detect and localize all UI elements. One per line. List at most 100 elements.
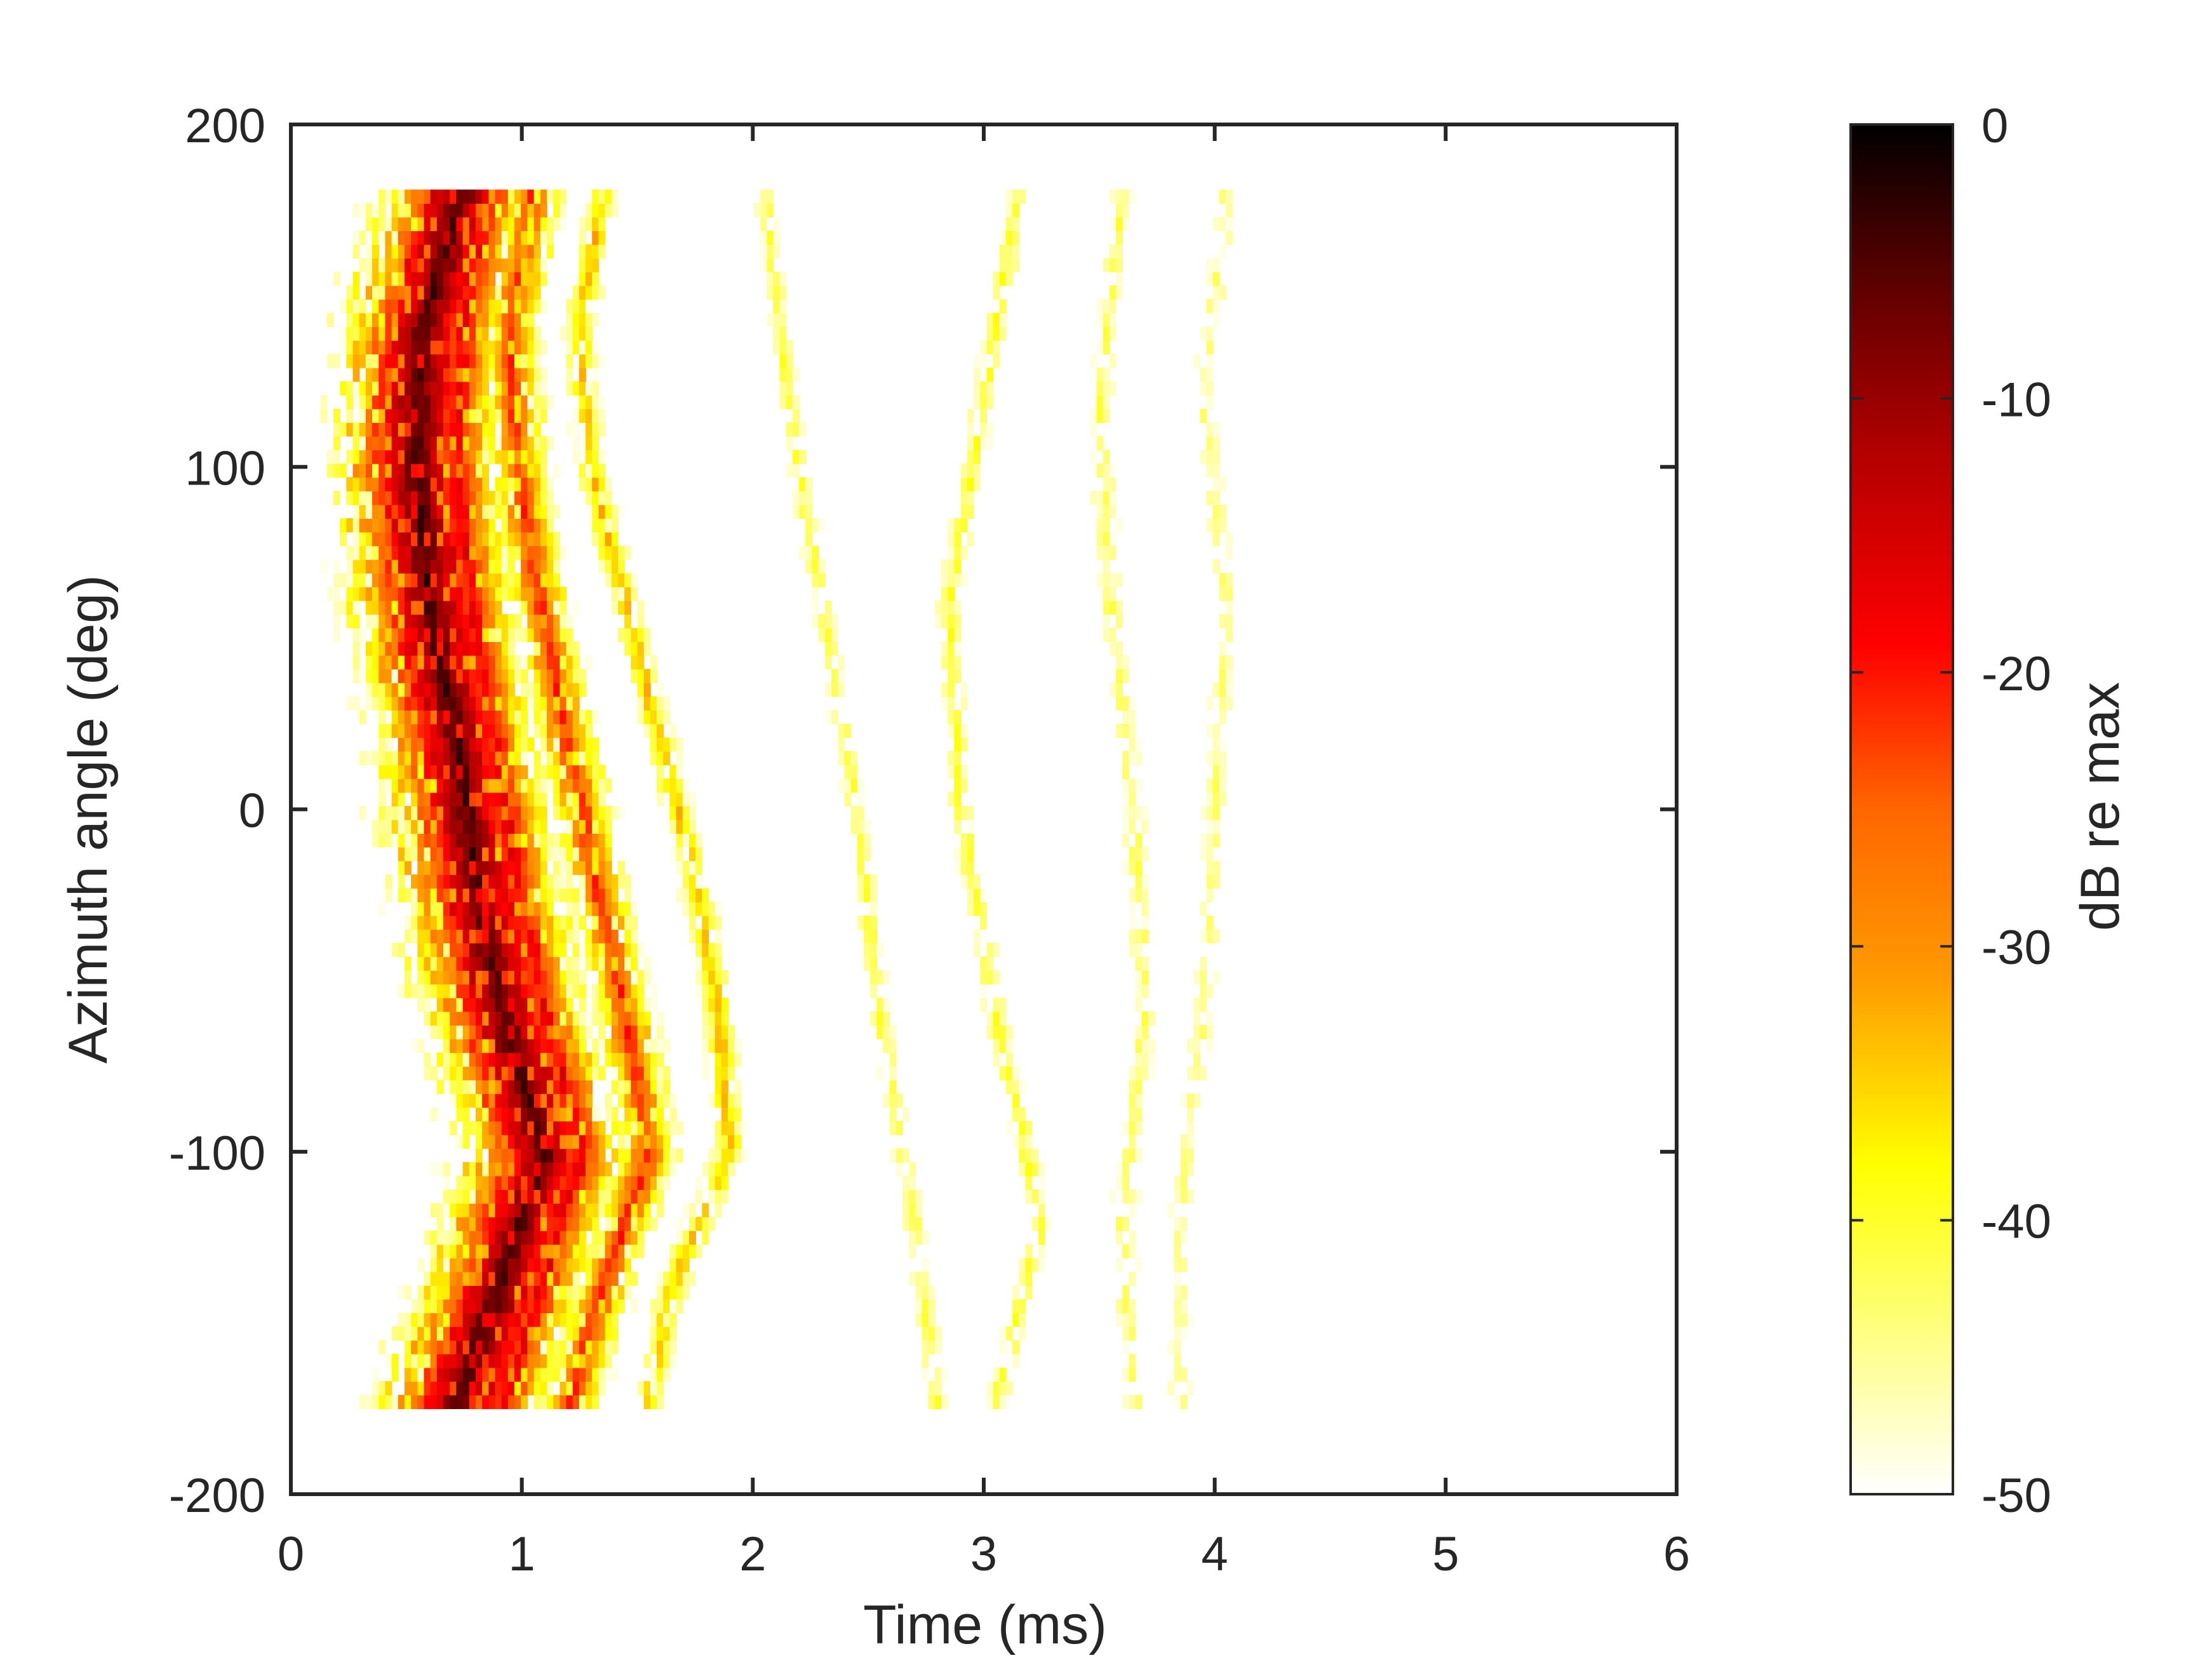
heatmap-cell (1103, 312, 1110, 327)
heatmap-cell (592, 422, 600, 437)
heatmap-cell (417, 203, 425, 218)
heatmap-cell (579, 1203, 586, 1217)
heatmap-cell (514, 833, 521, 848)
heatmap-cell (560, 696, 567, 711)
heatmap-cell (391, 779, 399, 793)
heatmap-cell (540, 833, 547, 848)
heatmap-cell (572, 1340, 580, 1354)
heatmap-cell (592, 929, 600, 944)
heatmap-cell (501, 367, 509, 382)
heatmap-cell (708, 915, 716, 930)
heatmap-cell (482, 299, 490, 314)
heatmap-cell (488, 1381, 496, 1396)
heatmap-cell (1103, 367, 1110, 382)
heatmap-cell (411, 1367, 419, 1382)
heatmap-cell (1180, 1175, 1188, 1190)
heatmap-cell (1116, 655, 1123, 670)
heatmap-cell (579, 1066, 586, 1081)
heatmap-cell (411, 833, 419, 848)
heatmap-cell (993, 354, 1000, 368)
heatmap-cell (501, 1244, 509, 1259)
heatmap-cell (475, 1299, 483, 1313)
heatmap-cell (501, 902, 509, 916)
heatmap-cell (540, 340, 547, 355)
heatmap-cell (566, 1189, 573, 1204)
heatmap-cell (1116, 1161, 1123, 1177)
heatmap-cell (586, 1203, 593, 1217)
heatmap-cell (870, 970, 878, 985)
heatmap-cell (592, 1326, 600, 1341)
heatmap-cell (948, 765, 955, 779)
heatmap-cell (637, 696, 645, 711)
heatmap-cell (560, 1189, 567, 1204)
heatmap-cell (533, 1299, 541, 1313)
heatmap-cell (708, 1161, 716, 1177)
heatmap-cell (424, 559, 431, 574)
heatmap-cell (702, 1038, 709, 1053)
heatmap-cell (456, 929, 464, 944)
heatmap-cell (475, 518, 483, 533)
heatmap-cell (999, 299, 1007, 314)
heatmap-cell (469, 1189, 476, 1204)
heatmap-cell (424, 477, 431, 491)
heatmap-cell (566, 669, 573, 683)
heatmap-cell (618, 1299, 625, 1313)
heatmap-cell (605, 1093, 612, 1108)
heatmap-cell (346, 600, 354, 615)
heatmap-cell (560, 984, 567, 998)
heatmap-cell (404, 806, 412, 820)
heatmap-cell (417, 326, 425, 341)
heatmap-cell (495, 326, 502, 341)
heatmap-cell (1116, 723, 1123, 739)
heatmap-cell (488, 998, 496, 1012)
heatmap-cell (986, 367, 994, 382)
heatmap-cell (482, 518, 490, 533)
heatmap-cell (702, 984, 709, 998)
heatmap-cell (482, 1381, 490, 1396)
heatmap-cell (546, 1217, 554, 1231)
heatmap-cell (637, 1025, 645, 1040)
heatmap-cell (967, 833, 974, 848)
heatmap-cell (443, 737, 450, 752)
heatmap-cell (948, 641, 955, 656)
heatmap-cell (1200, 1025, 1207, 1040)
heatmap-cell (507, 231, 515, 245)
heatmap-cell (456, 587, 464, 601)
heatmap-cell (1116, 1175, 1123, 1190)
heatmap-cell (540, 587, 547, 601)
heatmap-cell (462, 1052, 470, 1067)
heatmap-cell (657, 1148, 664, 1163)
heatmap-cell (553, 874, 561, 889)
heatmap-cell (462, 614, 470, 629)
heatmap-cell (469, 792, 476, 806)
heatmap-cell (572, 723, 580, 739)
heatmap-cell (527, 587, 535, 601)
heatmap-cell (365, 614, 373, 629)
heatmap-cell (1148, 1052, 1155, 1067)
heatmap-cell (333, 422, 340, 437)
heatmap-cell (566, 1244, 573, 1259)
heatmap-cell (598, 1367, 606, 1382)
heatmap-cell (391, 627, 399, 643)
heatmap-cell (424, 888, 431, 902)
heatmap-cell (902, 1203, 909, 1217)
heatmap-cell (598, 806, 606, 820)
heatmap-cell (450, 1394, 457, 1409)
heatmap-cell (450, 942, 457, 958)
heatmap-cell (611, 1217, 619, 1231)
heatmap-cell (411, 846, 419, 862)
heatmap-cell (436, 888, 444, 902)
heatmap-cell (663, 1134, 671, 1149)
heatmap-cell (352, 573, 360, 587)
heatmap-cell (527, 217, 535, 231)
heatmap-cell (398, 1394, 405, 1409)
heatmap-cell (1129, 779, 1136, 793)
heatmap-cell (598, 450, 606, 464)
heatmap-cell (605, 1353, 612, 1368)
heatmap-cell (404, 203, 412, 218)
heatmap-cell (372, 504, 379, 519)
heatmap-cell (417, 354, 425, 368)
heatmap-cell (618, 860, 625, 875)
heatmap-cell (695, 888, 703, 902)
heatmap-cell (521, 902, 528, 916)
